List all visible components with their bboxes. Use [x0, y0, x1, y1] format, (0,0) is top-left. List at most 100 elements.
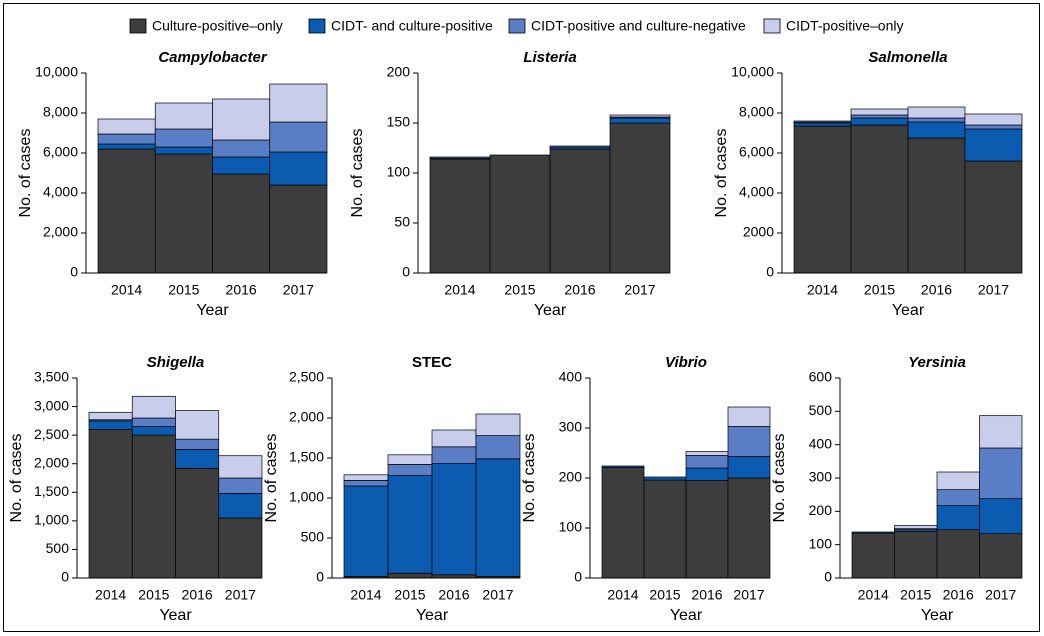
y-tick-label: 500 [301, 529, 325, 545]
x-tick-label: 2014 [95, 587, 126, 603]
bar-segment [907, 117, 966, 123]
y-tick-label: 0 [316, 569, 324, 585]
bar-segment [907, 121, 966, 139]
bar-segment [979, 498, 1023, 535]
bar-segment [431, 429, 477, 448]
bar-segment [475, 435, 521, 460]
bar-segment [850, 124, 909, 274]
bar-segment [643, 479, 687, 579]
bar-segment [212, 98, 271, 141]
bar-segment [218, 493, 263, 519]
bar-segment [643, 476, 687, 481]
bar-segment [431, 463, 477, 576]
y-tick-label: 3,000 [34, 397, 69, 413]
bar-segment [154, 153, 213, 274]
bar-segment [175, 467, 220, 579]
y-tick-label: 1,000 [34, 512, 69, 528]
bar-segment [97, 133, 156, 145]
bar-segment [154, 128, 213, 148]
x-tick-label: 2016 [226, 282, 257, 298]
y-tick-label: 100 [387, 164, 411, 180]
bar-segment [727, 477, 771, 579]
panel-title: Campylobacter [158, 49, 268, 66]
bar-segment [793, 122, 852, 127]
y-tick-label: 8,000 [739, 104, 774, 120]
y-tick-label: 150 [387, 114, 411, 130]
x-tick-label: 2015 [394, 587, 425, 603]
y-tick-label: 0 [574, 569, 582, 585]
bar-segment [269, 151, 328, 186]
y-tick-label: 10,000 [731, 64, 774, 80]
bar-segment [489, 154, 551, 274]
bar-segment [343, 480, 389, 487]
panel-title: Salmonella [868, 49, 947, 66]
panel-title: STEC [412, 354, 452, 371]
bar-segment [936, 529, 980, 579]
x-tick-label: 2017 [225, 587, 256, 603]
bar-segment [343, 474, 389, 481]
y-tick-label: 2,500 [34, 426, 69, 442]
y-axis-title: No. of cases [713, 129, 730, 218]
bar-segment [218, 455, 263, 479]
y-tick-label: 2,000 [34, 454, 69, 470]
x-axis-title: Year [534, 302, 567, 319]
legend-label: CIDT-positive–only [786, 18, 904, 34]
bar-segment [431, 446, 477, 464]
bar-segment [97, 143, 156, 150]
y-tick-label: 400 [809, 435, 833, 451]
y-tick-label: 6,000 [43, 144, 78, 160]
bar-segment [154, 146, 213, 155]
x-tick-label: 2017 [733, 587, 764, 603]
bar-segment [154, 102, 213, 130]
legend-swatch [763, 18, 781, 34]
y-tick-label: 600 [809, 369, 833, 385]
bar-segment [475, 458, 521, 577]
bar-segment [88, 429, 133, 579]
x-tick-label: 2017 [624, 282, 655, 298]
y-tick-label: 400 [559, 369, 583, 385]
bar-segment [429, 156, 491, 159]
y-tick-label: 2,000 [289, 409, 324, 425]
bar-segment [979, 415, 1023, 449]
x-tick-label: 2014 [858, 587, 889, 603]
x-tick-label: 2017 [482, 587, 513, 603]
bar-segment [387, 464, 433, 476]
bar-segment [131, 417, 176, 427]
y-tick-label: 200 [559, 469, 583, 485]
x-axis-title: Year [416, 607, 449, 624]
x-tick-label: 2017 [283, 282, 314, 298]
y-axis-title: No. of cases [349, 129, 366, 218]
y-axis-title: No. of cases [771, 434, 788, 523]
bar-segment [269, 83, 328, 123]
bar-segment [269, 121, 328, 153]
y-tick-label: 500 [46, 540, 70, 556]
bar-segment [685, 467, 729, 481]
bar-segment [175, 449, 220, 469]
y-tick-label: 0 [61, 569, 69, 585]
legend-label: CIDT- and culture-positive [331, 18, 493, 34]
bar-segment [685, 455, 729, 469]
y-tick-label: 0 [70, 264, 78, 280]
bar-segment [979, 447, 1023, 500]
y-tick-label: 10,000 [35, 64, 78, 80]
x-axis-title: Year [159, 607, 192, 624]
bar-segment [131, 426, 176, 436]
bar-segment [218, 517, 263, 579]
y-tick-label: 0 [824, 569, 832, 585]
bar-segment [979, 533, 1023, 579]
y-tick-label: 100 [559, 519, 583, 535]
frame [3, 3, 1040, 632]
y-tick-label: 1,500 [34, 483, 69, 499]
panel-title: Listeria [523, 49, 576, 66]
x-tick-label: 2016 [564, 282, 595, 298]
legend-label: Culture-positive–only [152, 18, 283, 34]
y-axis-title: No. of cases [263, 434, 280, 523]
y-tick-label: 4,000 [43, 184, 78, 200]
bar-segment [88, 420, 133, 430]
bar-segment [964, 124, 1023, 130]
bar-segment [793, 120, 852, 123]
bar-segment [850, 108, 909, 116]
legend-label: CIDT-positive and culture-negative [531, 18, 746, 34]
bar-segment [88, 411, 133, 421]
panel-title: Yersinia [908, 354, 966, 371]
